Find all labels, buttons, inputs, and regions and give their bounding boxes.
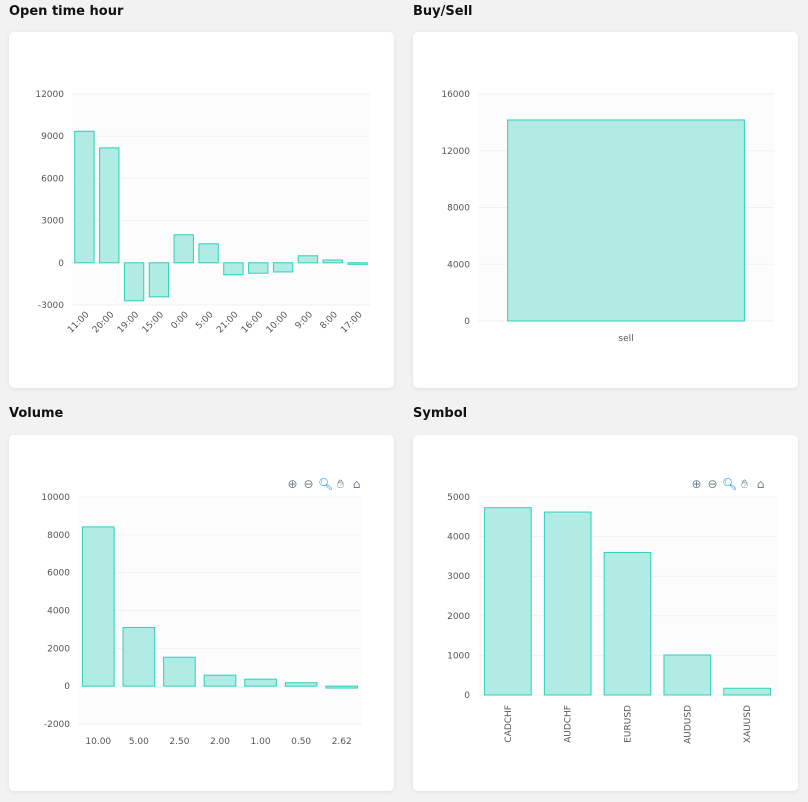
bar-XAUUSD (723, 687, 771, 696)
bar-EURUSD (603, 551, 652, 696)
x-tick-label: 10:00 (265, 310, 291, 336)
y-tick-label: 8000 (47, 531, 70, 541)
x-tick-label: 15:00 (141, 310, 167, 336)
x-tick-label: 19:00 (116, 310, 142, 336)
bar-CADCHF (484, 507, 532, 696)
bar-AUDCHF (543, 511, 592, 696)
y-tick-label: 12000 (35, 90, 64, 100)
bar-17:00 (347, 262, 368, 265)
y-tick-label: 2000 (447, 612, 470, 622)
selection-zoom-icon[interactable]: 🔍︎ (318, 477, 334, 491)
home-reset-icon[interactable]: ⌂ (756, 477, 765, 491)
y-tick-label: 3000 (41, 217, 64, 227)
x-tick-label: sell (618, 334, 633, 344)
selection-zoom-icon[interactable]: 🔍︎ (722, 477, 738, 491)
y-tick-label: 9000 (41, 132, 64, 142)
bar-8:00 (322, 259, 343, 264)
y-tick-label: 2000 (47, 644, 70, 654)
bar-5:00 (198, 243, 219, 264)
pan-hand-icon[interactable]: ✋︎ (337, 477, 344, 491)
bar-sell (507, 119, 745, 322)
chart-toolbar: ⊕ ⊖ 🔍︎ ✋︎ ⌂ (286, 478, 363, 491)
zoom-out-icon[interactable]: ⊖ (303, 477, 314, 491)
x-tick-label: 0.50 (291, 737, 311, 747)
x-tick-label: XAUUSD (743, 705, 753, 743)
y-tick-label: 6000 (47, 569, 70, 579)
x-tick-label: CADCHF (504, 705, 514, 743)
chart-card-symbol: 0 1000 2000 3000 4000 5000 CADCHF AUDCHF EURUSD A… (413, 435, 798, 791)
x-tick-label: 20:00 (91, 310, 117, 336)
x-tick-label: 1.00 (251, 737, 271, 747)
x-tick-label: 17:00 (339, 310, 365, 336)
symbol-chart: 0 1000 2000 3000 4000 5000 CADCHF AUDCHF EURUSD A… (447, 493, 777, 744)
x-tick-label: AUDCHF (564, 705, 574, 743)
bar-2.00 (203, 674, 237, 687)
x-tick-label: 2.00 (210, 737, 230, 747)
x-tick-label: 10.00 (85, 737, 111, 747)
bar-15:00 (148, 262, 170, 298)
bar-0:00 (173, 234, 194, 264)
bar-11:00 (74, 130, 95, 264)
y-tick-label: -2000 (44, 720, 70, 730)
y-tick-label: 4000 (47, 607, 70, 617)
x-tick-label: 2.62 (332, 737, 352, 747)
y-tick-label: 0 (58, 259, 64, 269)
bar-20:00 (99, 147, 120, 264)
x-tick-label: 8:00 (319, 310, 341, 332)
bar-16:00 (248, 262, 269, 274)
y-tick-label: 5000 (447, 493, 470, 503)
x-tick-label: 11:00 (66, 310, 92, 336)
y-tick-label: 6000 (41, 174, 64, 184)
x-tick-label: 9:00 (294, 310, 316, 332)
y-tick-label: 8000 (447, 204, 470, 214)
bar-19:00 (123, 262, 145, 302)
home-reset-icon[interactable]: ⌂ (352, 477, 361, 491)
x-tick-label: 16:00 (240, 310, 266, 336)
open-time-hour-chart: -3000 0 3000 6000 9000 12000 11:00 20:00 19:00 15… (35, 90, 370, 336)
pan-hand-icon[interactable]: ✋︎ (741, 477, 748, 491)
bar-AUDUSD (663, 654, 712, 696)
bar-2.62 (325, 685, 359, 689)
bar-10:00 (272, 262, 294, 273)
x-tick-label: 0:00 (170, 310, 192, 332)
y-tick-label: 3000 (447, 572, 470, 582)
chart-card-buy-sell: 0 4000 8000 12000 16000 sell (413, 32, 798, 388)
y-tick-label: -3000 (38, 301, 64, 311)
bar-5.00 (122, 627, 156, 687)
chart-title-buy-sell: Buy/Sell (413, 4, 473, 19)
x-tick-label: 21:00 (215, 310, 241, 336)
y-tick-label: 12000 (441, 147, 470, 157)
bar-2.50 (163, 656, 196, 687)
bar-9:00 (297, 255, 319, 264)
x-tick-label: 5:00 (194, 310, 216, 332)
y-tick-label: 4000 (447, 533, 470, 543)
x-tick-label: EURUSD (624, 705, 634, 743)
chart-toolbar: ⊕ ⊖ 🔍︎ ✋︎ ⌂ (690, 478, 767, 491)
y-tick-label: 0 (64, 682, 70, 692)
zoom-in-icon[interactable]: ⊕ (287, 477, 298, 491)
volume-chart: -2000 0 2000 4000 6000 8000 10000 10.00 5.00 2.50… (41, 493, 362, 747)
plot-area (72, 94, 370, 305)
x-tick-label: 2.50 (169, 737, 189, 747)
bar-1.00 (244, 678, 277, 687)
zoom-out-icon[interactable]: ⊖ (707, 477, 718, 491)
y-tick-label: 16000 (441, 90, 470, 100)
buy-sell-chart: 0 4000 8000 12000 16000 sell (441, 90, 774, 344)
y-tick-label: 1000 (447, 651, 470, 661)
zoom-in-icon[interactable]: ⊕ (691, 477, 702, 491)
y-tick-label: 0 (464, 317, 470, 327)
chart-card-open-time-hour: -3000 0 3000 6000 9000 12000 11:00 20:00 19:00 15… (9, 32, 394, 388)
bar-0.50 (284, 682, 318, 687)
chart-title-open-time-hour: Open time hour (9, 4, 124, 19)
y-tick-label: 0 (464, 691, 470, 701)
chart-title-volume: Volume (9, 406, 64, 421)
chart-title-symbol: Symbol (413, 406, 468, 421)
bar-10.00 (81, 526, 115, 687)
y-tick-label: 4000 (447, 260, 470, 270)
x-tick-label: AUDUSD (683, 705, 693, 744)
y-tick-label: 10000 (41, 493, 70, 503)
bar-21:00 (223, 262, 244, 276)
x-tick-label: 5.00 (129, 737, 149, 747)
chart-card-volume: -2000 0 2000 4000 6000 8000 10000 10.00 5.00 2.50… (9, 435, 394, 791)
